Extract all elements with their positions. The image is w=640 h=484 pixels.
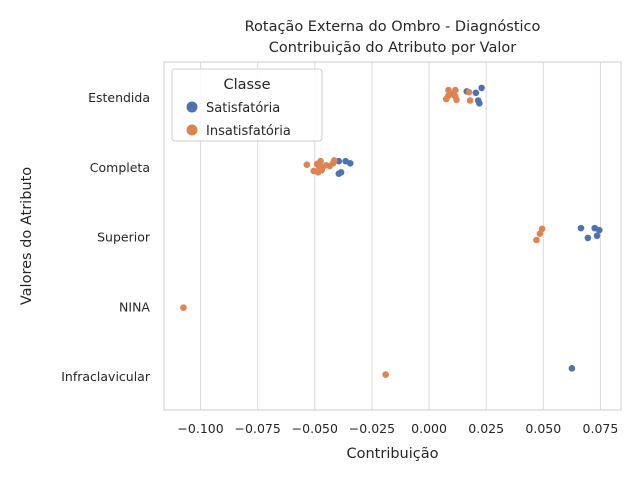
point-insatisfatoria-estendida bbox=[442, 95, 450, 103]
point-insatisfatoria-superior bbox=[536, 230, 544, 238]
legend: Classe Satisfatória Insatisfatória bbox=[171, 68, 323, 142]
point-insatisfatoria-estendida bbox=[466, 97, 474, 104]
point-satisfatoria-completa bbox=[346, 159, 354, 167]
legend-box bbox=[171, 68, 323, 142]
y-tick-label-completa: Completa bbox=[90, 160, 150, 175]
point-insatisfatoria-nina bbox=[180, 304, 187, 311]
legend-marker-insatisfatoria bbox=[186, 124, 198, 136]
legend-marker-satisfatoria bbox=[186, 101, 198, 113]
point-satisfatoria-estendida bbox=[476, 99, 483, 107]
x-tick-label: 0.075 bbox=[583, 421, 619, 436]
point-satisfatoria-superior bbox=[577, 224, 585, 232]
point-satisfatoria-infraclavicular bbox=[568, 365, 576, 372]
point-satisfatoria-superior bbox=[595, 226, 603, 234]
chart-title-line-1: Rotação Externa do Ombro - Diagnóstico bbox=[245, 19, 541, 35]
x-tick-label: −0.025 bbox=[349, 421, 395, 436]
x-tick-label: −0.100 bbox=[177, 421, 223, 436]
legend-label-insatisfatoria: Insatisfatória bbox=[206, 124, 291, 139]
point-insatisfatoria-completa bbox=[303, 161, 311, 168]
point-satisfatoria-superior bbox=[584, 234, 592, 242]
legend-label-satisfatoria: Satisfatória bbox=[206, 101, 280, 116]
point-satisfatoria-superior bbox=[593, 232, 601, 240]
x-tick-label: −0.050 bbox=[292, 421, 338, 436]
point-insatisfatoria-completa bbox=[318, 166, 325, 174]
point-insatisfatoria-completa bbox=[326, 162, 333, 170]
chart-title-line-2: Contribuição do Atributo por Valor bbox=[269, 40, 516, 56]
data-points bbox=[180, 84, 603, 378]
x-axis-label: Contribuição bbox=[346, 446, 438, 462]
y-tick-label-infraclavicular: Infraclavicular bbox=[61, 369, 151, 384]
y-axis-label: Valores do Atributo bbox=[19, 167, 35, 305]
point-insatisfatoria-estendida bbox=[453, 96, 460, 104]
point-satisfatoria-estendida bbox=[478, 84, 485, 92]
y-tick-label-superior: Superior bbox=[97, 230, 151, 245]
point-insatisfatoria-infraclavicular bbox=[382, 371, 389, 378]
x-tick-label: 0.000 bbox=[411, 421, 447, 436]
x-tick-label: −0.075 bbox=[235, 421, 281, 436]
y-tick-label-nina: NINA bbox=[119, 299, 150, 314]
x-tick-label: 0.025 bbox=[468, 421, 504, 436]
legend-title: Classe bbox=[223, 77, 270, 93]
point-insatisfatoria-estendida bbox=[465, 88, 473, 96]
y-axis-ticks: Estendida Completa Superior NINA Infraclavic… bbox=[61, 90, 151, 384]
plot-frame bbox=[163, 61, 622, 411]
point-satisfatoria-estendida bbox=[472, 89, 480, 97]
point-satisfatoria-completa bbox=[335, 170, 343, 178]
y-tick-label-estendida: Estendida bbox=[88, 90, 150, 105]
x-axis-ticks: −0.100 −0.075 −0.050 −0.025 0.000 0.025 0.050 0… bbox=[177, 421, 618, 436]
x-tick-label: 0.050 bbox=[525, 421, 561, 436]
point-insatisfatoria-superior bbox=[533, 236, 540, 244]
